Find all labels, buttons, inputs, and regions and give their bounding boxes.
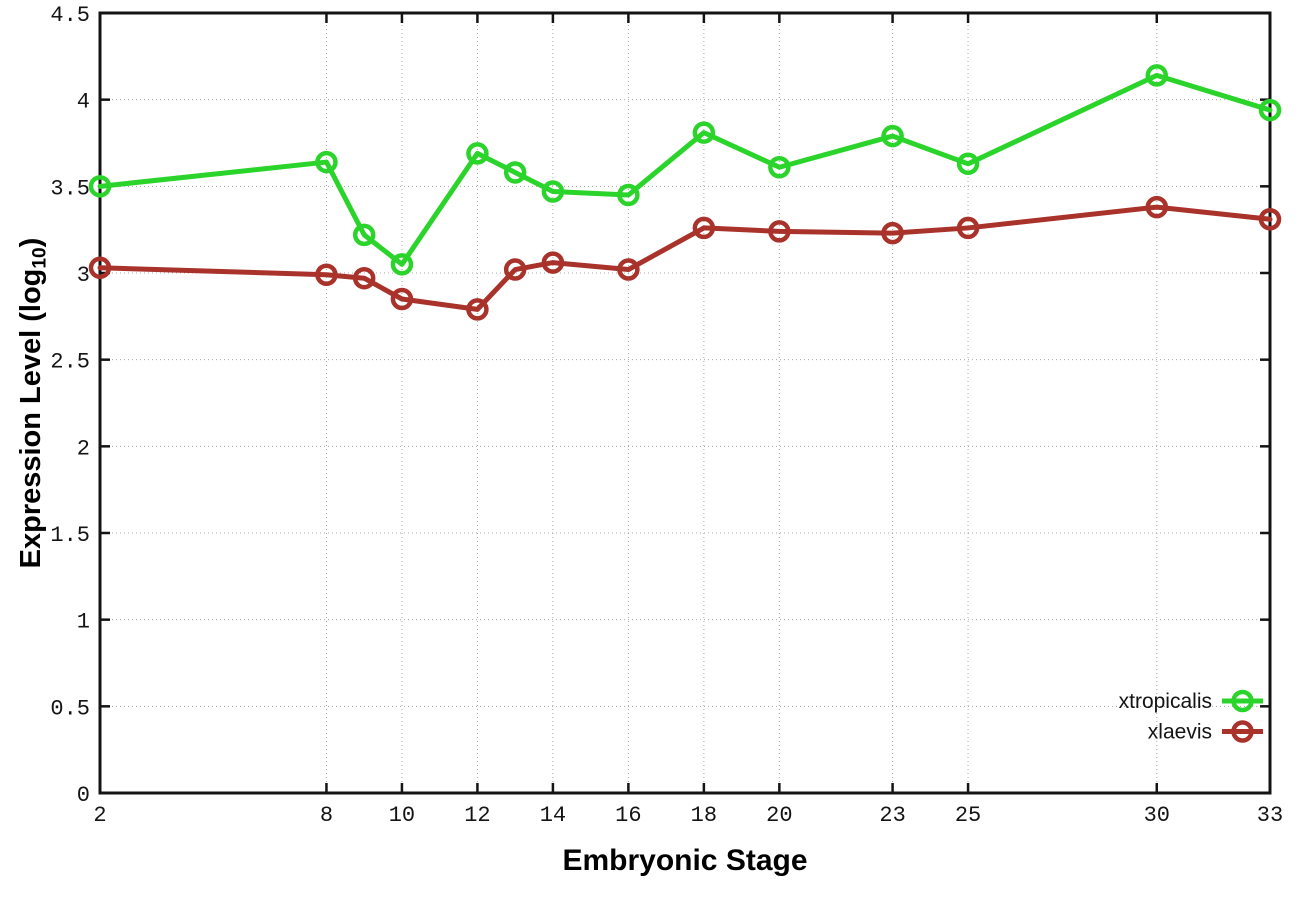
y-axis-title: Expression Level (log10) <box>9 103 53 703</box>
data-point-xlaevis[interactable] <box>88 256 112 280</box>
legend-label-xlaevis: xlaevis <box>1148 721 1212 744</box>
data-point-xtropicalis[interactable] <box>1145 64 1169 87</box>
y-tick-label: 0.5 <box>50 696 90 721</box>
data-point-xtropicalis[interactable] <box>315 150 338 174</box>
y-tick-label: 1 <box>77 610 90 635</box>
x-tick-label: 14 <box>540 803 566 828</box>
y-axis-title-text: Expression Level (log <box>15 268 47 569</box>
data-point-xtropicalis[interactable] <box>617 183 640 207</box>
data-point-xlaevis[interactable] <box>1145 195 1169 219</box>
data-point-xtropicalis[interactable] <box>881 124 904 148</box>
x-tick-label: 18 <box>691 803 717 828</box>
data-point-xlaevis[interactable] <box>617 258 640 281</box>
data-point-xlaevis[interactable] <box>956 216 980 240</box>
data-point-xtropicalis[interactable] <box>956 152 980 176</box>
data-point-xlaevis[interactable] <box>692 216 716 240</box>
data-point-xtropicalis[interactable] <box>88 175 112 198</box>
legend-marker-xtropicalis <box>1231 689 1254 713</box>
data-point-xtropicalis[interactable] <box>541 180 565 203</box>
data-point-xtropicalis[interactable] <box>768 156 791 179</box>
data-point-xtropicalis[interactable] <box>352 223 376 247</box>
y-tick-label: 2 <box>77 436 90 461</box>
x-tick-label: 23 <box>879 803 905 828</box>
x-tick-label: 25 <box>955 803 981 828</box>
data-point-xtropicalis[interactable] <box>390 253 414 276</box>
data-point-xlaevis[interactable] <box>1258 208 1282 231</box>
data-point-xlaevis[interactable] <box>541 251 565 274</box>
data-point-xlaevis[interactable] <box>503 258 527 281</box>
x-tick-label: 2 <box>93 803 106 828</box>
data-point-xlaevis[interactable] <box>352 266 376 290</box>
data-point-xlaevis[interactable] <box>315 263 338 286</box>
x-tick-label: 30 <box>1144 803 1170 828</box>
y-tick-label: 4.5 <box>50 3 90 28</box>
x-tick-label: 8 <box>320 803 333 828</box>
x-tick-label: 20 <box>766 803 792 828</box>
x-tick-label: 10 <box>389 803 415 828</box>
data-point-xtropicalis[interactable] <box>692 121 716 144</box>
data-point-xlaevis[interactable] <box>390 287 414 311</box>
legend-label-xtropicalis: xtropicalis <box>1119 690 1212 713</box>
y-tick-label: 2.5 <box>50 350 90 375</box>
data-point-xlaevis[interactable] <box>466 298 489 321</box>
plot-frame <box>98 11 1272 795</box>
y-axis-title-close: ) <box>15 237 47 248</box>
series-line-xlaevis <box>97 204 1273 312</box>
data-point-xtropicalis[interactable] <box>466 142 489 165</box>
data-point-xlaevis[interactable] <box>768 220 791 243</box>
data-point-xtropicalis[interactable] <box>503 161 527 184</box>
x-axis-title: Embryonic Stage <box>562 844 808 877</box>
legend-marker-xlaevis <box>1231 720 1254 743</box>
y-tick-label: 3.5 <box>50 176 90 201</box>
y-tick-label: 0 <box>77 783 90 808</box>
y-axis-title-subscript: 10 <box>29 247 51 269</box>
x-tick-label: 16 <box>615 803 641 828</box>
y-tick-label: 1.5 <box>50 523 90 548</box>
y-tick-label: 4 <box>77 90 90 115</box>
y-tick-label: 3 <box>77 263 90 288</box>
x-tick-label: 12 <box>464 803 490 828</box>
data-point-xlaevis[interactable] <box>881 221 904 245</box>
x-tick-label: 33 <box>1257 803 1283 828</box>
data-point-xtropicalis[interactable] <box>1258 98 1282 122</box>
